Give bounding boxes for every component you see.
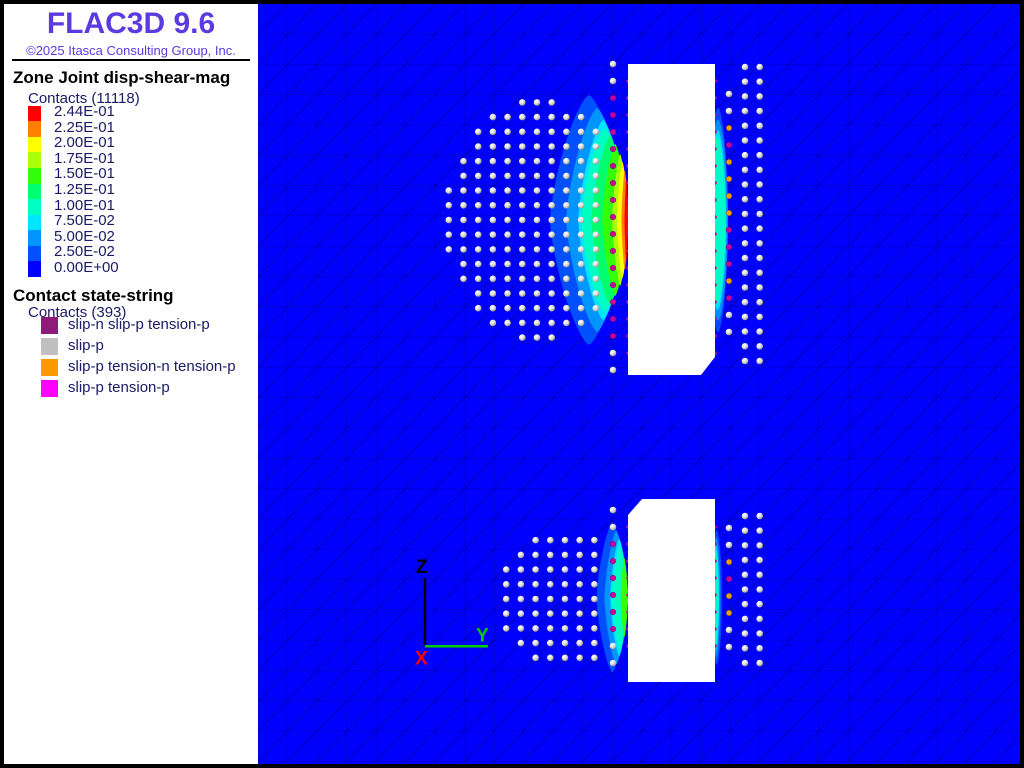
svg-text:Y: Y [476,625,489,646]
svg-text:X: X [415,648,428,669]
svg-text:Z: Z [416,557,428,578]
